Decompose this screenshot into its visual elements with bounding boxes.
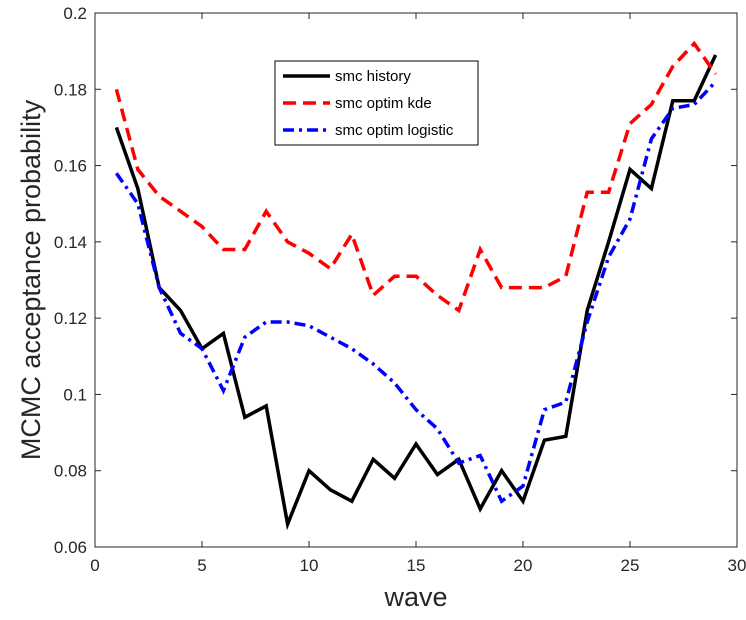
x-tick-label: 5	[197, 556, 206, 575]
y-tick-label: 0.2	[63, 4, 87, 23]
y-tick-label: 0.06	[54, 538, 87, 557]
legend-label: smc optim logistic	[335, 122, 454, 139]
x-tick-label: 25	[621, 556, 640, 575]
y-tick-label: 0.18	[54, 80, 87, 99]
y-tick-label: 0.1	[63, 385, 87, 404]
series-line-3	[114, 80, 717, 504]
x-tick-label: 30	[728, 556, 746, 575]
y-tick-label: 0.08	[54, 462, 87, 481]
y-axis-title: MCMC acceptance probability	[16, 99, 46, 460]
series-line-1	[114, 54, 718, 531]
y-tick-label: 0.16	[54, 157, 87, 176]
legend: smc history smc optim kde smc optim logist…	[274, 60, 479, 146]
x-tick-label: 0	[90, 556, 99, 575]
x-tick-label: 10	[300, 556, 319, 575]
y-tick-label: 0.12	[54, 309, 87, 328]
series-line-2	[114, 40, 718, 314]
legend-label: smc history	[335, 68, 411, 85]
ticks-layer: 0 5 10 15 20 25 30 0.06 0.08 0.1 0.12 0.14 0.16 0.18 0…	[54, 4, 746, 575]
x-tick-label: 20	[514, 556, 533, 575]
x-axis-title: wave	[383, 582, 447, 612]
legend-label: smc optim kde	[335, 95, 432, 112]
x-tick-label: 15	[407, 556, 426, 575]
series-layer	[114, 40, 718, 531]
y-tick-label: 0.14	[54, 233, 87, 252]
